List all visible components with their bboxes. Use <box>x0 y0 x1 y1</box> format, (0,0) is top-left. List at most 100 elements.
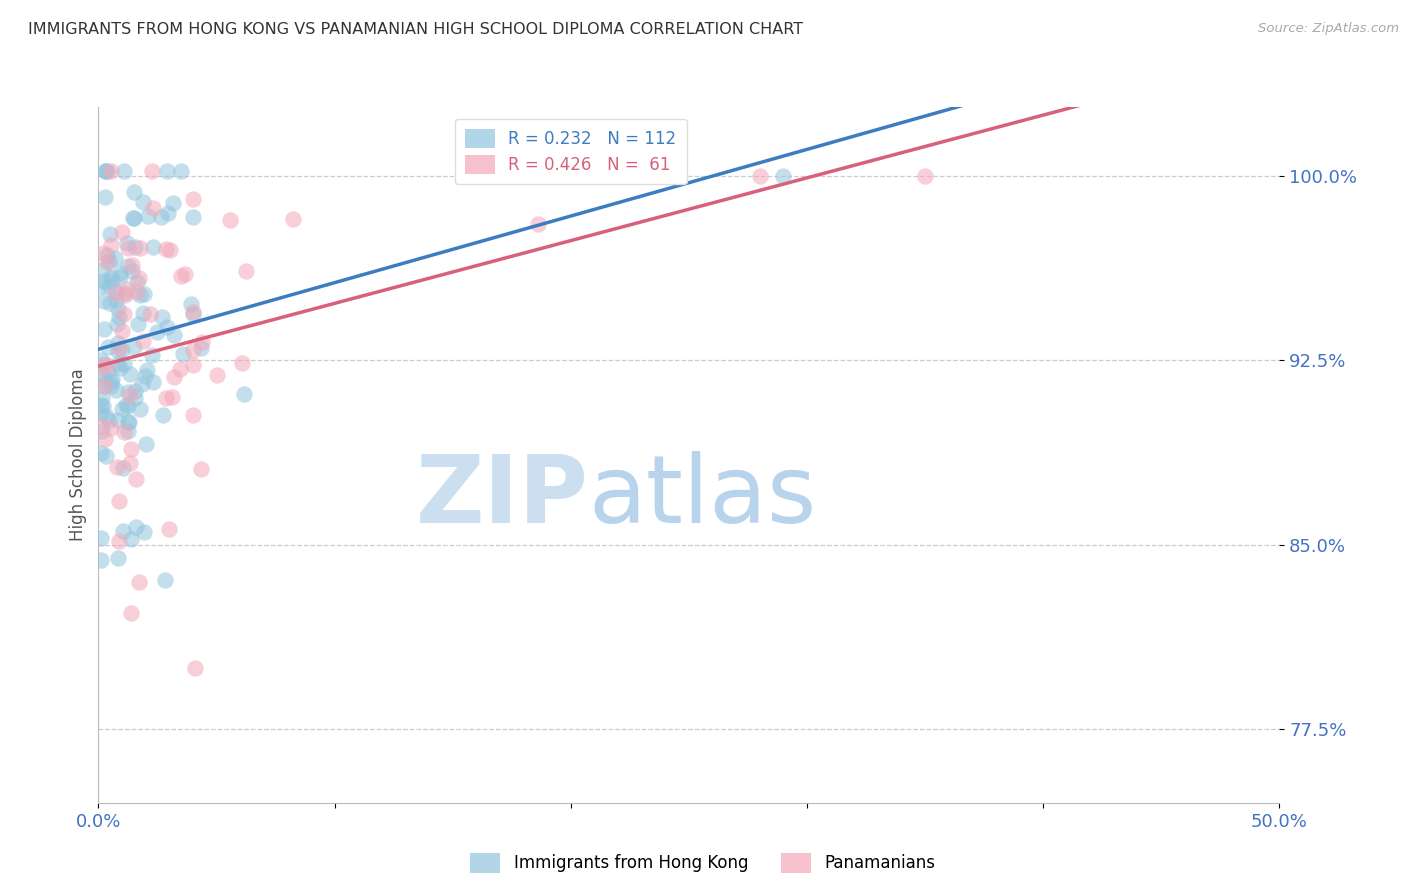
Point <box>107 335 129 350</box>
Point <box>191 334 214 349</box>
Point <box>90 552 112 566</box>
Point <box>100 379 122 393</box>
Point <box>90 391 112 405</box>
Point <box>93 321 115 335</box>
Point <box>120 367 142 381</box>
Point <box>156 320 179 334</box>
Point <box>115 282 138 296</box>
Point <box>205 368 228 382</box>
Point <box>163 328 186 343</box>
Point <box>170 269 193 284</box>
Point <box>139 307 162 321</box>
Point <box>98 295 121 310</box>
Point <box>94 432 117 446</box>
Point <box>141 348 163 362</box>
Point <box>108 266 131 280</box>
Point <box>105 383 128 397</box>
Point <box>120 607 142 621</box>
Point <box>111 225 134 239</box>
Point <box>90 352 112 367</box>
Point <box>181 211 204 225</box>
Point <box>118 388 141 402</box>
Point <box>129 287 152 301</box>
Point <box>93 375 115 389</box>
Point <box>96 164 118 178</box>
Point <box>107 551 129 566</box>
Point <box>98 227 121 241</box>
Point <box>181 358 204 372</box>
Point <box>90 406 112 420</box>
Legend: R = 0.232   N = 112, R = 0.426   N =  61: R = 0.232 N = 112, R = 0.426 N = 61 <box>456 119 686 184</box>
Point <box>107 302 129 317</box>
Point <box>93 379 115 393</box>
Point <box>190 341 212 355</box>
Text: IMMIGRANTS FROM HONG KONG VS PANAMANIAN HIGH SCHOOL DIPLOMA CORRELATION CHART: IMMIGRANTS FROM HONG KONG VS PANAMANIAN … <box>28 22 803 37</box>
Point <box>125 472 148 486</box>
Point <box>93 379 115 393</box>
Point <box>124 240 146 254</box>
Point <box>107 413 129 427</box>
Point <box>108 534 131 549</box>
Point <box>98 413 121 427</box>
Point <box>163 370 186 384</box>
Point <box>152 409 174 423</box>
Point <box>772 169 794 183</box>
Point <box>108 270 131 285</box>
Point <box>128 574 150 589</box>
Point <box>111 524 134 538</box>
Point <box>90 279 112 293</box>
Point <box>104 285 127 300</box>
Point <box>172 347 194 361</box>
Point <box>101 274 124 288</box>
Point <box>94 164 117 178</box>
Point <box>149 210 172 224</box>
Point <box>108 310 131 324</box>
Point <box>107 318 129 332</box>
Point <box>105 460 128 475</box>
Point <box>111 325 134 339</box>
Point <box>117 415 139 429</box>
Point <box>118 415 141 429</box>
Point <box>90 446 112 460</box>
Point <box>219 213 242 227</box>
Point <box>117 241 139 255</box>
Point <box>157 522 180 536</box>
Point <box>90 398 112 412</box>
Point <box>122 211 145 226</box>
Point <box>107 357 129 371</box>
Point <box>169 362 191 376</box>
Point <box>90 532 112 546</box>
Point <box>181 307 204 321</box>
Point <box>100 375 122 389</box>
Point <box>98 254 121 268</box>
Point <box>96 409 118 423</box>
Point <box>132 524 155 539</box>
Point <box>96 358 118 372</box>
Point <box>112 461 135 475</box>
Point <box>93 357 115 371</box>
Point <box>180 297 202 311</box>
Point <box>145 325 167 339</box>
Point <box>135 436 157 450</box>
Point <box>142 375 165 389</box>
Point <box>112 425 135 439</box>
Point <box>132 287 155 301</box>
Point <box>155 391 177 405</box>
Point <box>93 273 115 287</box>
Legend: Immigrants from Hong Kong, Panamanians: Immigrants from Hong Kong, Panamanians <box>464 847 942 880</box>
Point <box>124 520 146 534</box>
Point <box>127 317 149 331</box>
Point <box>232 386 254 401</box>
Point <box>117 424 139 438</box>
Point <box>281 211 304 226</box>
Point <box>132 195 155 210</box>
Point <box>127 275 149 289</box>
Text: atlas: atlas <box>589 450 817 542</box>
Point <box>97 340 120 354</box>
Point <box>129 242 152 256</box>
Point <box>181 408 204 422</box>
Point <box>142 240 165 254</box>
Text: ZIP: ZIP <box>416 450 589 542</box>
Point <box>111 343 134 358</box>
Point <box>112 307 135 321</box>
